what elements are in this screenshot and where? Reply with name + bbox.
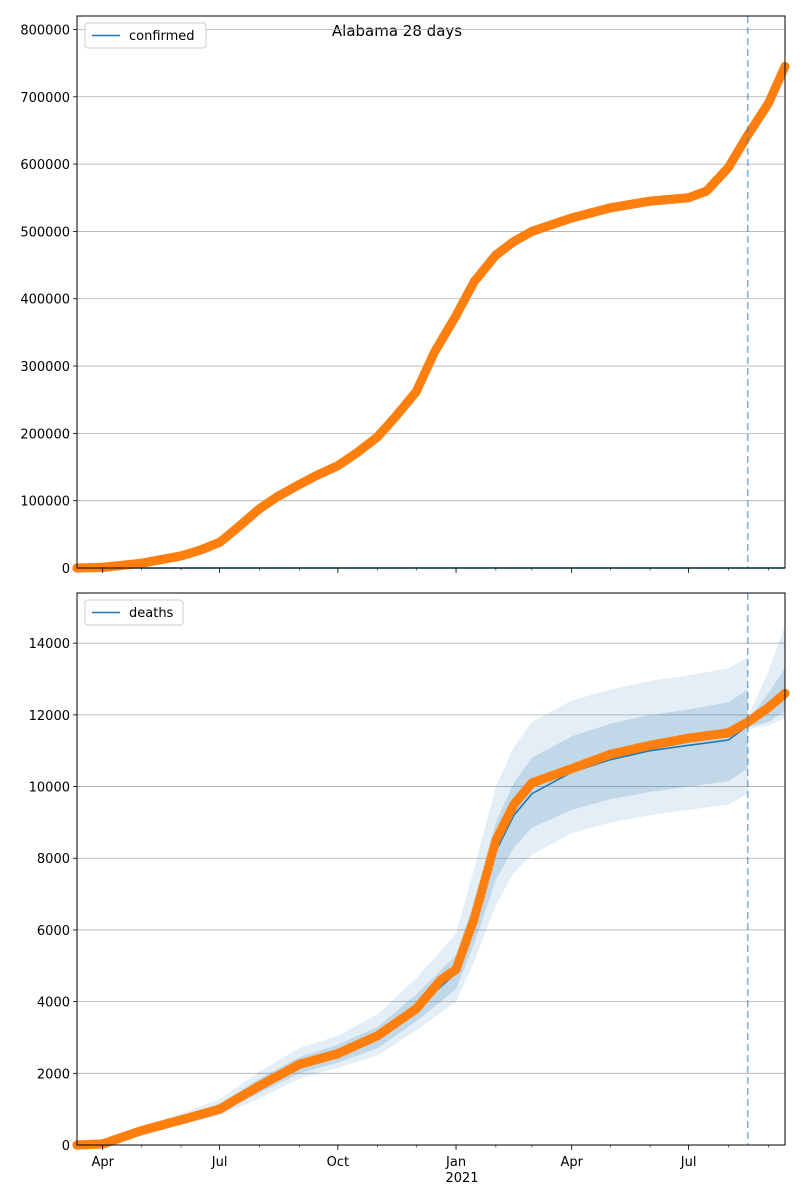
confirmed-y-tick-label: 600000: [20, 158, 70, 173]
deaths-y-tick-label: 6000: [37, 924, 70, 939]
deaths-y-tick-label: 14000: [29, 637, 70, 652]
x-year-label: 2021: [445, 1171, 478, 1186]
deaths-y-tick-label: 8000: [37, 852, 70, 867]
deaths-legend-label: deaths: [129, 606, 174, 621]
confirmed-y-tick-label: 500000: [20, 225, 70, 240]
confirmed-legend-label: confirmed: [129, 29, 195, 44]
deaths-inner-band: [77, 689, 748, 1145]
confirmed-y-tick-label: 100000: [20, 495, 70, 510]
deaths-y-tick-label: 2000: [37, 1067, 70, 1082]
figure-title: Alabama 28 days: [332, 22, 462, 40]
confirmed-y-tick-label: 800000: [20, 23, 70, 38]
deaths-x-tick-label: Jul: [680, 1155, 697, 1170]
confirmed-panel: 0 100000 200000 300000 400000 500000 600000 700…: [20, 15, 790, 577]
deaths-y-tick-label: 10000: [29, 781, 70, 796]
deaths-x-tick-label: Jan: [445, 1155, 466, 1170]
deaths-x-tick-label: Apr: [560, 1155, 583, 1170]
confirmed-y-tick-label: 400000: [20, 293, 70, 308]
confirmed-legend-box: [84, 22, 207, 49]
deaths-x-tick-label: Oct: [327, 1155, 349, 1170]
confirmed-y-tick-label: 200000: [20, 427, 70, 442]
confirmed-axes-frame: [76, 15, 786, 569]
deaths-x-tick-label: Jul: [211, 1155, 228, 1170]
deaths-x-tick-label: Apr: [91, 1155, 114, 1170]
deaths-legend-box: [84, 599, 184, 626]
confirmed-y-tick-label: 0: [62, 562, 70, 577]
deaths-axes-frame: [76, 592, 786, 1146]
deaths-y-tick-label: 4000: [37, 996, 70, 1011]
confirmed-y-tick-label: 700000: [20, 91, 70, 106]
deaths-outer-band: [77, 657, 748, 1145]
deaths-y-tick-label: 0: [62, 1139, 70, 1154]
confirmed-y-tick-label: 300000: [20, 360, 70, 375]
deaths-y-tick-label: 12000: [29, 709, 70, 724]
deaths-panel: 0 2000 4000 6000 8000 10000 12000 14000 Apr Jul Oc…: [29, 592, 790, 1170]
